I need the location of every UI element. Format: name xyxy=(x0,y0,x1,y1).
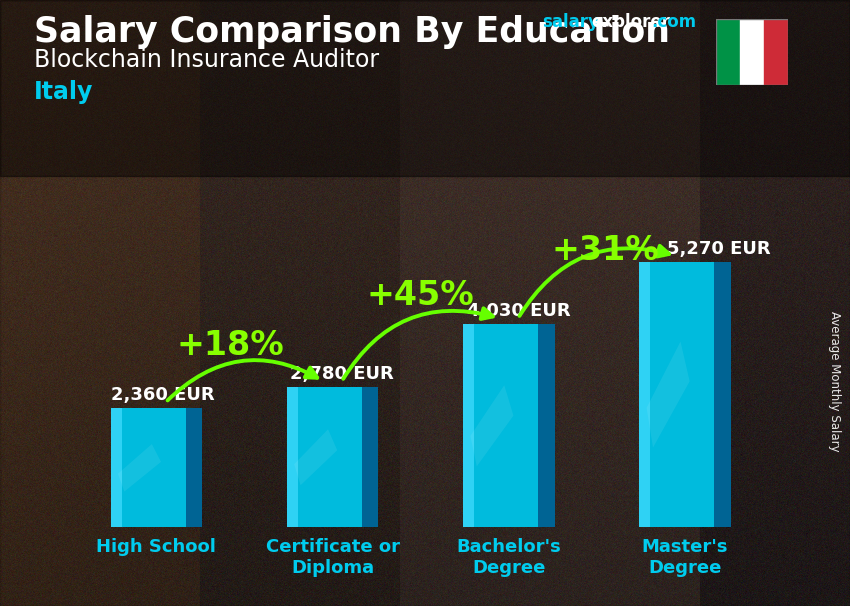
Text: 5,270 EUR: 5,270 EUR xyxy=(667,240,771,258)
Polygon shape xyxy=(470,385,513,467)
Bar xyxy=(186,408,202,527)
Polygon shape xyxy=(647,342,689,448)
Polygon shape xyxy=(294,429,337,485)
Text: +18%: +18% xyxy=(177,330,284,362)
Text: .com: .com xyxy=(651,13,696,32)
Bar xyxy=(286,387,298,527)
Text: Blockchain Insurance Auditor: Blockchain Insurance Auditor xyxy=(34,48,379,73)
Bar xyxy=(110,408,202,527)
Bar xyxy=(286,387,378,527)
Text: +31%: +31% xyxy=(552,234,660,267)
Text: Average Monthly Salary: Average Monthly Salary xyxy=(828,311,842,452)
Text: +45%: +45% xyxy=(367,279,474,312)
Bar xyxy=(463,324,555,527)
Polygon shape xyxy=(118,444,161,491)
Bar xyxy=(714,262,731,527)
Bar xyxy=(362,387,378,527)
Text: explorer: explorer xyxy=(591,13,670,32)
FancyArrowPatch shape xyxy=(343,308,493,379)
Bar xyxy=(110,408,122,527)
Text: Italy: Italy xyxy=(34,80,94,104)
FancyArrowPatch shape xyxy=(519,246,669,316)
Bar xyxy=(639,262,731,527)
Bar xyxy=(639,262,650,527)
Text: 2,780 EUR: 2,780 EUR xyxy=(291,365,394,383)
Bar xyxy=(0,0,850,176)
Bar xyxy=(716,19,740,85)
Text: 2,360 EUR: 2,360 EUR xyxy=(110,387,214,404)
Text: Salary Comparison By Education: Salary Comparison By Education xyxy=(34,15,670,49)
Bar xyxy=(764,19,788,85)
Text: salary: salary xyxy=(542,13,599,32)
Bar xyxy=(463,324,474,527)
FancyArrowPatch shape xyxy=(167,360,317,401)
Text: 4,030 EUR: 4,030 EUR xyxy=(467,302,570,321)
Bar xyxy=(740,19,764,85)
Bar xyxy=(538,324,555,527)
